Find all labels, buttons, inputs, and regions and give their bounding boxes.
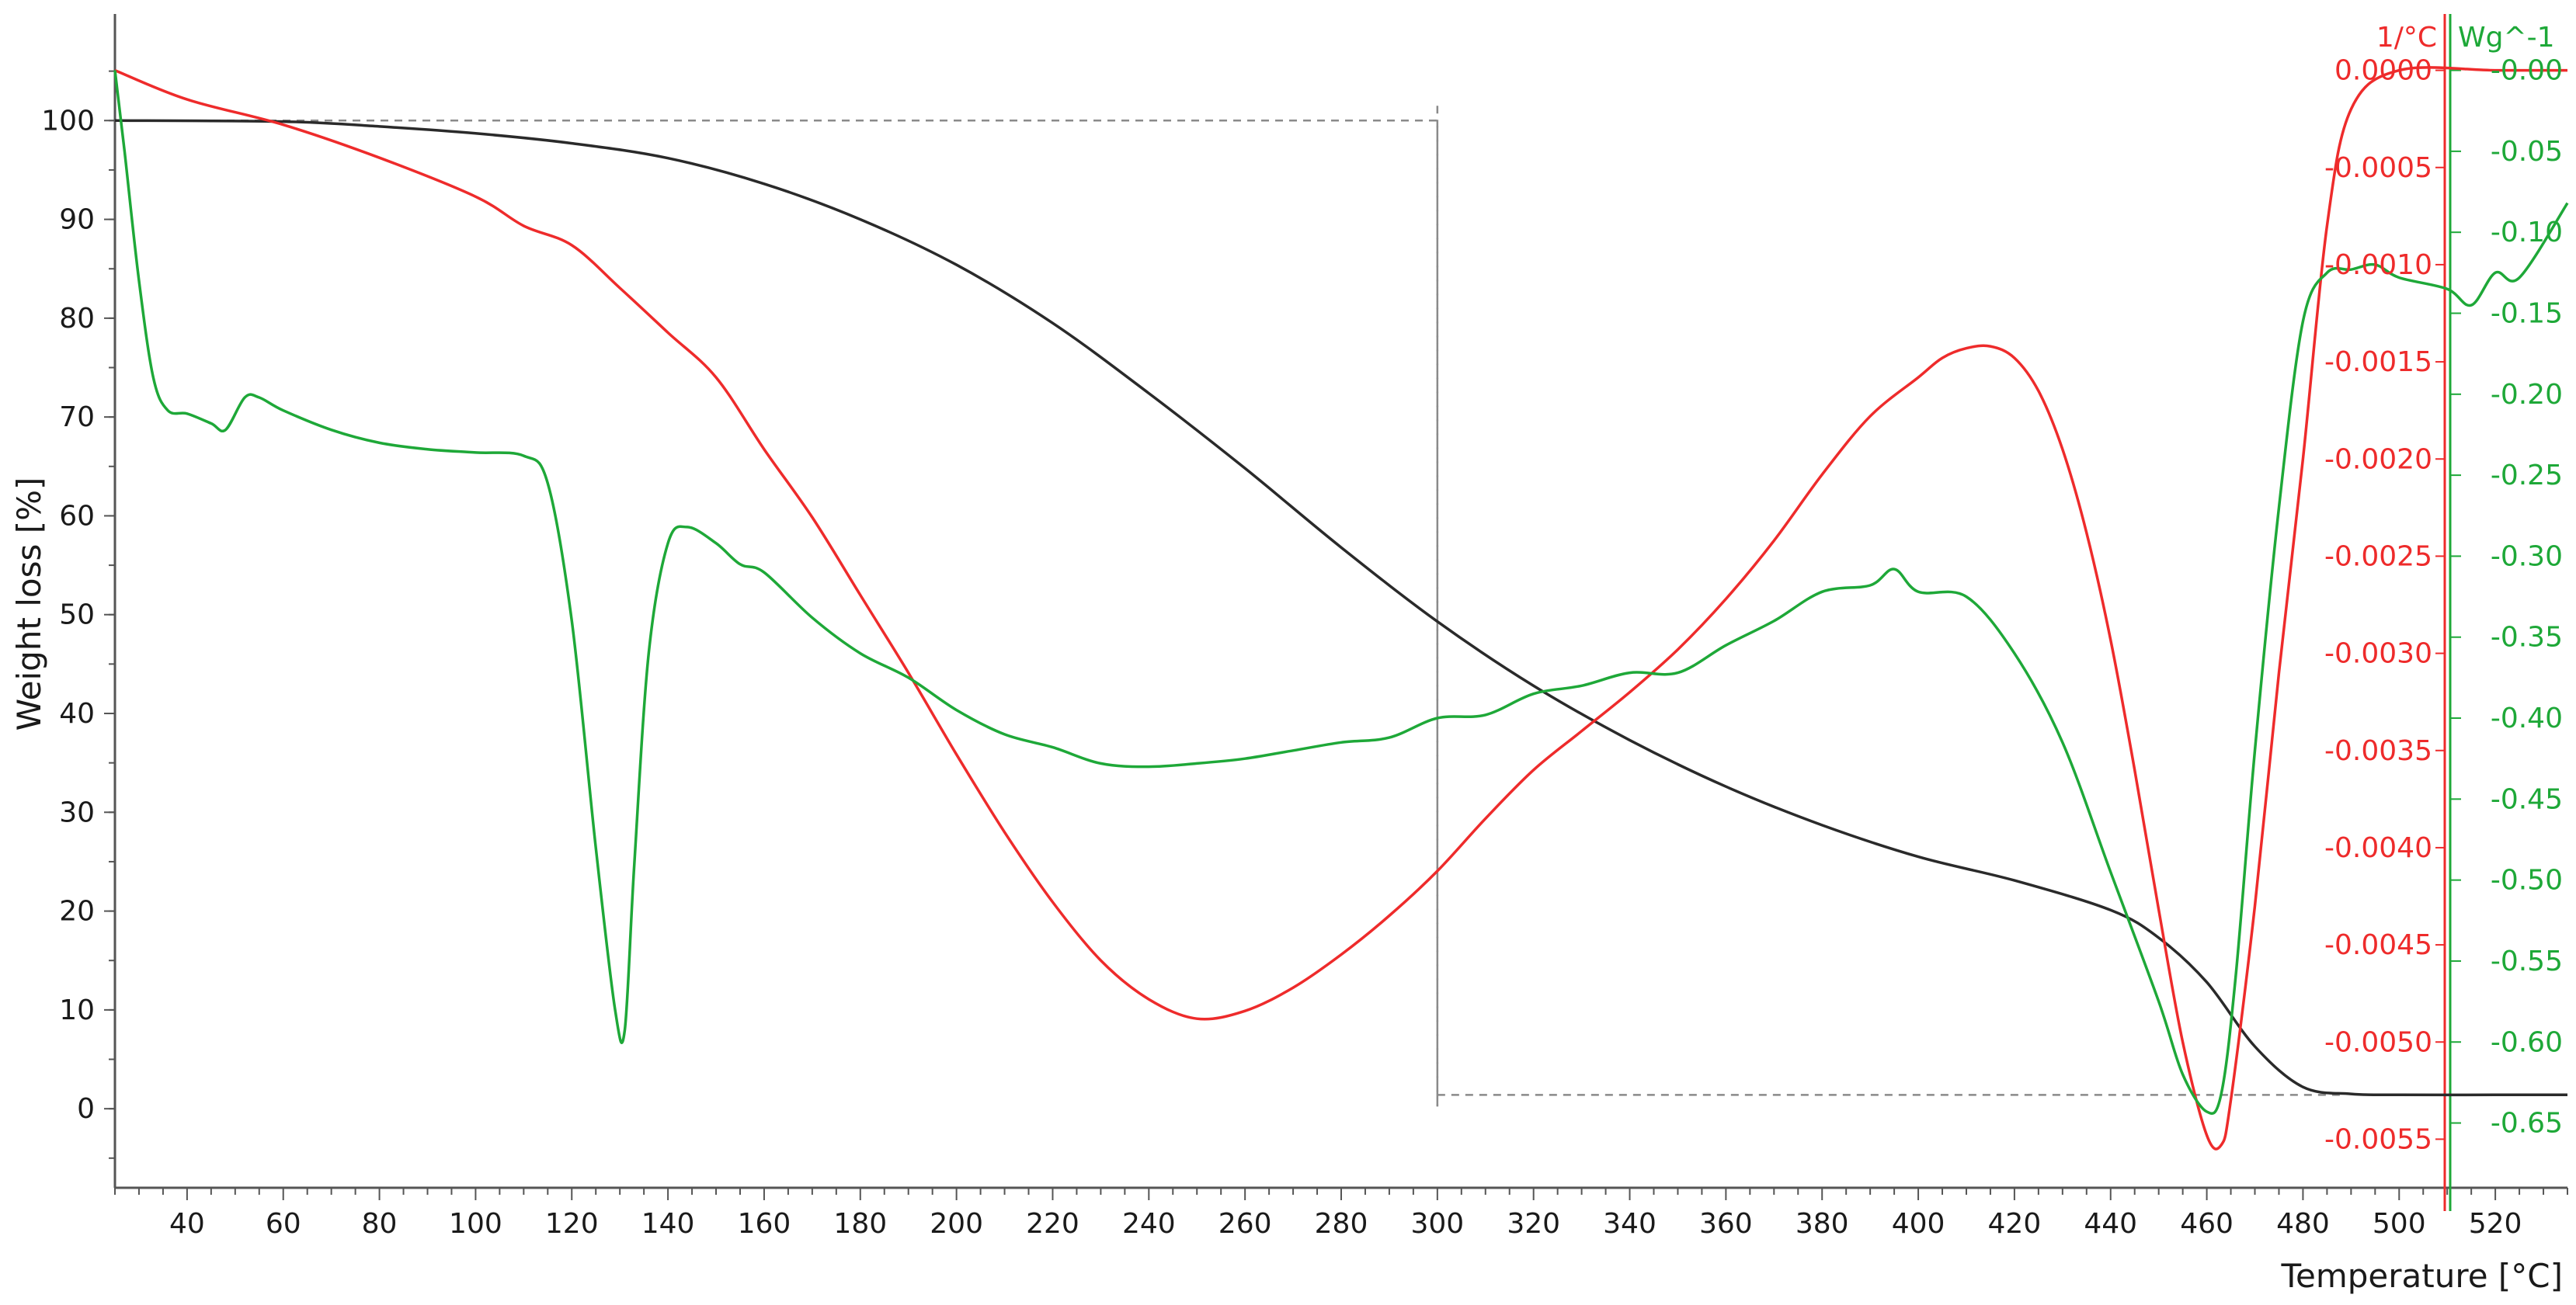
right2-tick-label: -0.25	[2491, 460, 2563, 491]
x-tick-label: 100	[449, 1208, 502, 1240]
right1-tick-label: -0.0020	[2324, 443, 2432, 475]
left-tick-label: 70	[59, 401, 95, 433]
x-tick-label: 80	[362, 1208, 398, 1240]
x-tick-label: 280	[1315, 1208, 1368, 1240]
left-tick-label: 80	[59, 303, 95, 335]
x-tick-label: 520	[2469, 1208, 2522, 1240]
tg-weight-loss-line	[114, 119, 2567, 1097]
right2-tick-label: -0.45	[2491, 783, 2563, 815]
right1-tick-label: -0.0040	[2324, 832, 2432, 864]
tick-labels: 40 60 80 100 120 140 160 180 200 220 240 260 280 300 3…	[41, 55, 2563, 1240]
x-tick-label: 220	[1026, 1208, 1079, 1240]
right-axis-1-title: 1/°C	[2376, 22, 2437, 54]
right1-tick-label: -0.0030	[2324, 638, 2432, 670]
x-tick-label: 460	[2180, 1208, 2234, 1240]
right1-tick-label: -0.0005	[2324, 152, 2432, 184]
x-tick-label: 140	[641, 1208, 695, 1240]
right2-tick-label: -0.65	[2491, 1108, 2563, 1140]
x-axis-title: Temperature [°C]	[2281, 1257, 2564, 1295]
left-tick-label: 50	[59, 599, 95, 631]
x-tick-label: 400	[1892, 1208, 1945, 1240]
left-tick-label: 40	[59, 698, 95, 730]
right2-tick-label: -0.40	[2491, 703, 2563, 734]
right2-tick-label: -0.10	[2491, 217, 2563, 248]
x-tick-label: 160	[738, 1208, 791, 1240]
x-tick-label: 360	[1699, 1208, 1753, 1240]
right1-tick-label: -0.0050	[2324, 1026, 2432, 1058]
axes-frame	[104, 14, 2568, 1211]
x-tick-label: 200	[930, 1208, 983, 1240]
x-tick-label: 320	[1507, 1208, 1560, 1240]
plot-area	[113, 66, 2569, 1151]
right1-tick-label: -0.0015	[2324, 346, 2432, 378]
right2-tick-label: -0.55	[2491, 946, 2563, 977]
left-tick-label: 60	[59, 500, 95, 532]
right1-tick-label: 0.0000	[2334, 55, 2432, 87]
x-tick-label: 40	[169, 1208, 205, 1240]
left-tick-label: 100	[41, 105, 95, 137]
dashed-guide-line	[115, 120, 1439, 1107]
right2-tick-label: -0.15	[2491, 298, 2563, 330]
right2-tick-label: -0.30	[2491, 540, 2563, 572]
x-tick-label: 440	[2084, 1208, 2137, 1240]
x-tick-label: 340	[1603, 1208, 1656, 1240]
x-tick-label: 500	[2373, 1208, 2426, 1240]
left-tick-label: 10	[59, 994, 95, 1026]
x-tick-label: 60	[266, 1208, 301, 1240]
x-tick-label: 380	[1796, 1208, 1849, 1240]
dashed-guides	[115, 106, 2343, 1109]
right2-tick-label: -0.20	[2491, 379, 2563, 411]
right2-tick-label: -0.00	[2491, 55, 2563, 87]
right1-tick-label: -0.0010	[2324, 249, 2432, 281]
x-tick-label: 480	[2276, 1208, 2330, 1240]
right2-tick-label: -0.35	[2491, 622, 2563, 654]
x-tick-label: 260	[1218, 1208, 1272, 1240]
right2-tick-label: -0.50	[2491, 865, 2563, 897]
dtg-line	[114, 66, 2567, 1151]
right2-tick-label: -0.60	[2491, 1026, 2563, 1058]
x-tick-label: 120	[545, 1208, 599, 1240]
left-tick-label: 90	[59, 204, 95, 236]
left-tick-label: 30	[59, 797, 95, 828]
right1-tick-label: -0.0045	[2324, 929, 2432, 961]
x-tick-label: 420	[1988, 1208, 2042, 1240]
x-tick-label: 180	[833, 1208, 887, 1240]
x-tick-label: 240	[1122, 1208, 1176, 1240]
right-axis-2-title: Wg^-1	[2458, 22, 2555, 54]
right1-tick-label: -0.0035	[2324, 735, 2432, 767]
left-tick-label: 20	[59, 896, 95, 928]
x-tick-label: 300	[1410, 1208, 1464, 1240]
dsc-heat-flow-line	[113, 70, 2569, 1115]
right1-tick-label: -0.0025	[2324, 540, 2432, 572]
y-axis-title: Weight loss [%]	[10, 477, 48, 731]
left-tick-label: 0	[77, 1093, 95, 1125]
right2-tick-label: -0.05	[2491, 136, 2563, 168]
right1-tick-label: -0.0055	[2324, 1123, 2432, 1155]
